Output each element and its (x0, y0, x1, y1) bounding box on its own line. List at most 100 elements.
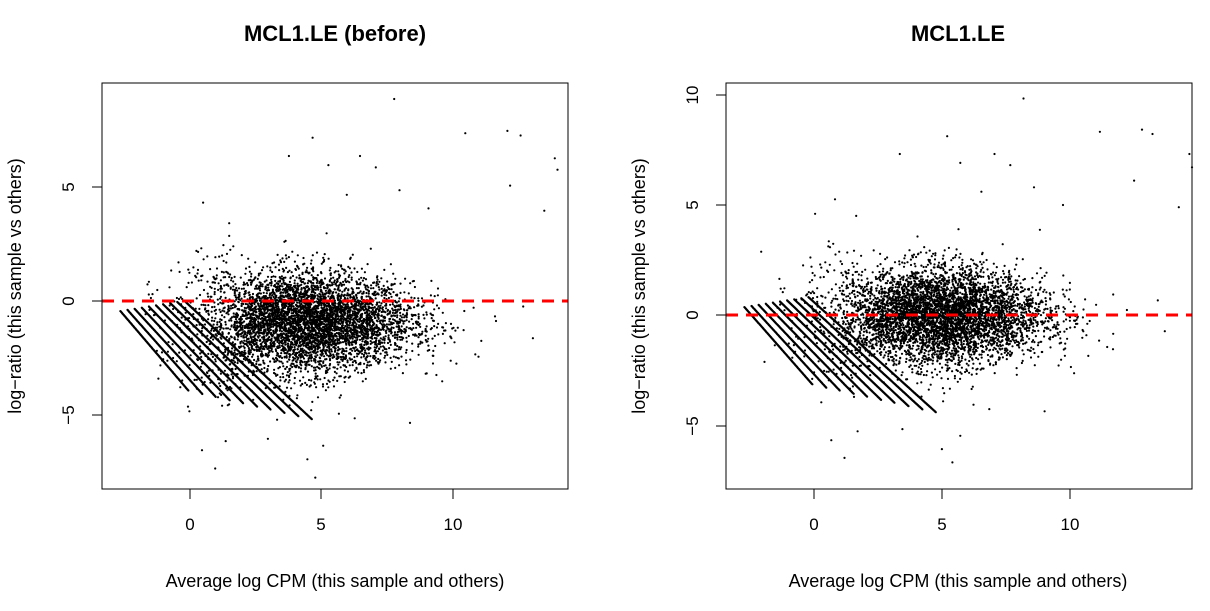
data-point (362, 277, 366, 280)
data-point (349, 318, 352, 321)
data-point (207, 313, 210, 316)
data-point (348, 267, 351, 270)
data-point (272, 275, 275, 278)
data-point (305, 269, 308, 272)
data-point (362, 371, 366, 374)
data-point (266, 307, 269, 311)
data-point (360, 356, 363, 359)
data-point (388, 340, 392, 343)
data-point (219, 310, 222, 314)
data-point (244, 302, 247, 306)
data-point (396, 316, 399, 319)
data-point (410, 328, 413, 331)
data-point (298, 274, 301, 277)
data-point (344, 324, 347, 328)
data-point (205, 309, 208, 313)
data-point (319, 286, 322, 289)
data-point (253, 316, 256, 320)
data-point (375, 359, 378, 362)
data-point (356, 330, 359, 333)
data-point (405, 312, 408, 315)
data-point (248, 294, 251, 297)
data-point (354, 325, 357, 328)
data-point (298, 301, 301, 304)
data-point (275, 299, 278, 302)
data-point (235, 298, 238, 301)
data-point (350, 276, 353, 279)
data-point (299, 370, 302, 373)
data-point (425, 330, 428, 333)
data-point (394, 308, 397, 311)
data-point (271, 270, 274, 274)
data-point (275, 357, 278, 360)
data-point (319, 357, 322, 360)
data-point (206, 255, 209, 258)
data-point (283, 260, 286, 263)
data-point (387, 323, 391, 326)
data-point (214, 312, 217, 315)
data-point (316, 274, 319, 277)
data-point (313, 305, 316, 308)
data-point (265, 302, 268, 305)
data-point (287, 256, 290, 259)
data-point (247, 311, 250, 314)
data-point (284, 352, 287, 355)
data-point (302, 263, 305, 266)
data-point (275, 329, 278, 332)
data-point (306, 266, 309, 269)
data-point (266, 265, 269, 268)
data-point (332, 385, 336, 388)
data-point (365, 295, 368, 298)
data-point (394, 277, 397, 280)
data-point (212, 338, 215, 341)
data-point (480, 339, 483, 342)
data-point (351, 343, 354, 346)
data-point (365, 288, 368, 291)
data-point (323, 376, 326, 380)
data-point (310, 365, 313, 368)
data-point (364, 308, 367, 311)
data-point (229, 287, 232, 290)
data-point (223, 316, 226, 319)
data-point (214, 358, 217, 361)
data-point (441, 332, 444, 335)
data-point (405, 336, 408, 339)
data-point (156, 288, 159, 292)
data-point (293, 365, 296, 368)
data-point (237, 287, 241, 290)
data-point (313, 321, 316, 324)
data-point (269, 269, 272, 272)
data-point (225, 312, 228, 315)
data-point (377, 317, 380, 320)
data-point (310, 356, 314, 359)
data-point (219, 326, 222, 329)
data-point (381, 291, 384, 294)
data-point (336, 288, 339, 291)
data-point (225, 252, 229, 255)
data-point (315, 300, 318, 303)
data-point (305, 291, 308, 294)
data-point (220, 393, 223, 396)
data-point (356, 292, 359, 295)
data-point (284, 288, 288, 292)
data-point (208, 343, 211, 346)
data-point (289, 287, 292, 290)
data-point (353, 359, 356, 362)
data-point (299, 330, 302, 333)
data-point (233, 275, 236, 278)
data-point (217, 303, 220, 306)
data-point (274, 323, 277, 326)
data-point (369, 336, 372, 339)
data-point (231, 288, 235, 291)
data-point (296, 394, 299, 397)
data-point (189, 354, 192, 357)
data-point (224, 359, 227, 362)
data-point (346, 361, 349, 364)
data-point (232, 285, 235, 288)
data-point (280, 275, 283, 278)
data-point (278, 360, 281, 363)
data-point (276, 345, 279, 348)
data-point (281, 321, 284, 324)
data-point (364, 311, 367, 314)
data-point (290, 362, 293, 365)
